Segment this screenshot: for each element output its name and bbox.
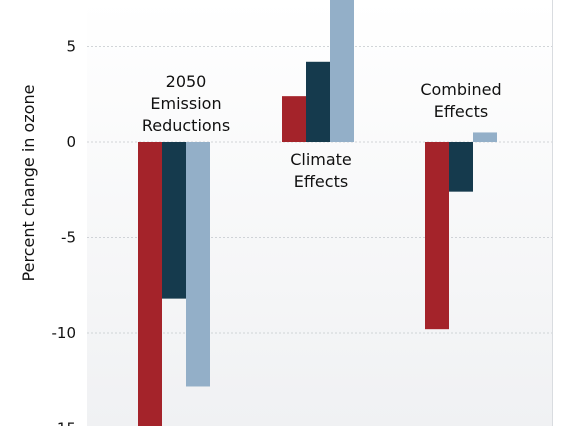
bar (282, 96, 306, 142)
bar (330, 0, 354, 143)
y-tick-label: -5 (61, 229, 76, 247)
y-tick-labels: 5 0 -5 -10 -15 (52, 38, 77, 426)
bar (425, 142, 449, 330)
bar (162, 142, 186, 299)
y-tick-label: 0 (66, 133, 76, 151)
category-label: Effects (434, 102, 488, 121)
y-axis-label: Percent change in ozone (19, 85, 38, 282)
category-label: 2050 (166, 72, 207, 91)
y-tick-label: 5 (66, 38, 76, 56)
bar (306, 61, 330, 142)
bar (449, 142, 473, 192)
category-label: Combined (420, 80, 501, 99)
bars (138, 0, 497, 426)
bar (473, 132, 497, 142)
category-label: Reductions (142, 116, 230, 135)
category-label: Climate (290, 150, 352, 169)
category-label: Emission (150, 94, 221, 113)
y-tick-label: -15 (52, 420, 77, 426)
bar (138, 142, 162, 426)
category-label: Effects (294, 172, 348, 191)
bar (186, 142, 210, 387)
y-tick-label: -10 (52, 324, 77, 342)
category-labels: 2050 Emission Reductions Climate Effects Comb… (142, 72, 502, 191)
